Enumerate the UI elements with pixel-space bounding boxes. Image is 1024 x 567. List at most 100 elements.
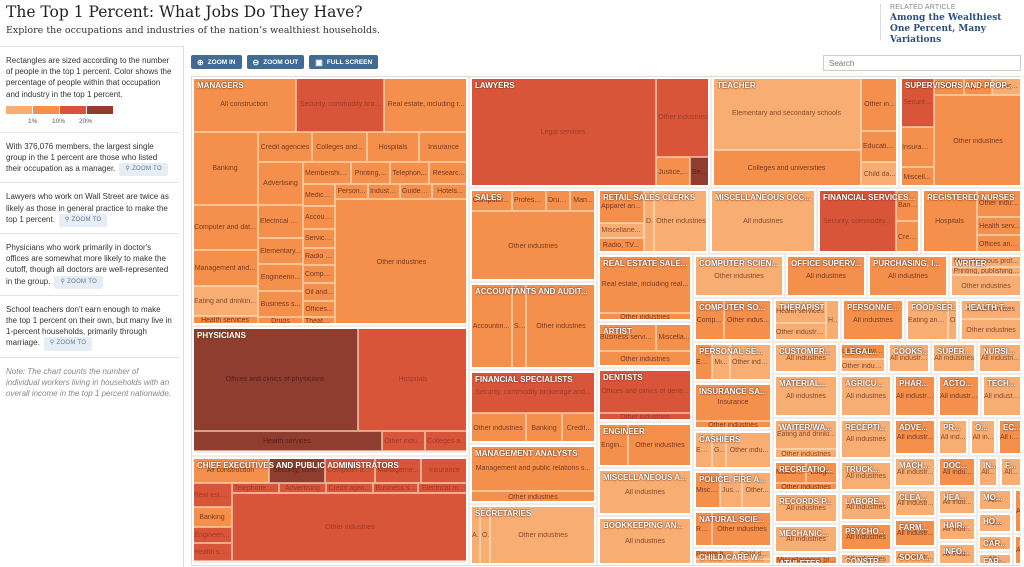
treemap-group[interactable]: All industries MATERIAL... [774, 375, 838, 417]
treemap-cell[interactable]: Service... [303, 229, 335, 248]
treemap-group[interactable]: All industries PURCHASING, I... [868, 255, 948, 297]
treemap-cell[interactable]: Credit... [562, 413, 594, 441]
treemap-cell[interactable]: Professi... [512, 191, 546, 211]
treemap-cell[interactable]: Offices and clinics of denti... [600, 371, 690, 413]
treemap-cell[interactable]: Other industries [952, 275, 1020, 295]
treemap-group[interactable]: Elementary and secondary schools Colleges… [712, 77, 898, 187]
treemap-group[interactable]: Securit... Motor... Appar... Groc... Insuran… [900, 77, 1022, 187]
treemap-cell[interactable]: Re... [696, 513, 712, 545]
treemap-cell[interactable]: Just... [720, 473, 742, 507]
treemap-cell[interactable]: Comp... [696, 301, 724, 339]
treemap-cell[interactable]: All industries [788, 257, 864, 295]
treemap-cell[interactable]: All industries [890, 345, 928, 371]
treemap-cell[interactable]: All construction [194, 459, 269, 483]
treemap-cell[interactable]: Other industries [656, 79, 708, 157]
treemap-cell[interactable]: Health services [776, 301, 826, 323]
treemap-cell[interactable]: Elementary and secondary schools [714, 79, 861, 150]
treemap-cell[interactable]: H... [826, 301, 838, 339]
treemap-group[interactable]: All construction Security, commodity bro.… [192, 77, 468, 325]
treemap-cell[interactable]: Other industries [600, 413, 690, 419]
treemap-group[interactable]: All industries RECEPTI... [840, 419, 892, 459]
treemap-cell[interactable]: All industries [600, 519, 690, 563]
treemap-cell[interactable]: Cred... [896, 221, 918, 251]
treemap-cell[interactable]: All indu... [940, 545, 974, 563]
treemap-group[interactable]: Legal servic... Other indus... LEGAL... [840, 343, 886, 373]
treemap-group[interactable]: All industr... MACH... [894, 457, 936, 487]
treemap-cell[interactable]: Eat... [696, 345, 712, 379]
treemap-group[interactable]: Al...F.. [1014, 535, 1022, 565]
treemap-cell[interactable]: Other industries [934, 95, 1020, 185]
treemap-cell[interactable]: Al... [1016, 537, 1020, 563]
treemap-cell[interactable]: All in... [972, 421, 994, 453]
treemap-cell[interactable]: Other industries [696, 421, 770, 427]
treemap-cell[interactable]: Security, commodity bro... [296, 79, 384, 132]
treemap-cell[interactable]: Justice,... [656, 157, 690, 185]
treemap-cell[interactable]: All industries [842, 525, 890, 549]
treemap-cell[interactable]: Hospitals [924, 191, 977, 251]
treemap-cell[interactable]: Comput... [303, 265, 335, 283]
treemap-group[interactable]: Eat... Mi... Other indu... PERSONAL SE... [694, 343, 772, 381]
treemap-cell[interactable]: Legal servic... [842, 345, 884, 359]
treemap-group[interactable]: All... MO... [978, 489, 1012, 511]
treemap-cell[interactable]: Other industries [776, 483, 836, 489]
treemap-cell[interactable]: Other industries [600, 313, 690, 319]
treemap-group[interactable]: Health services H... Other industries THERA… [774, 299, 840, 341]
treemap-cell[interactable]: Insurance [696, 385, 770, 421]
zoom-in-button[interactable]: ⊕ ZOOM IN [191, 55, 242, 69]
treemap-cell[interactable]: Sec... [690, 157, 708, 185]
treemap-cell[interactable]: Other industries [490, 507, 594, 563]
treemap-cell[interactable]: All industri... [980, 345, 1020, 371]
treemap-cell[interactable]: Electrical m... [418, 483, 466, 493]
treemap-cell[interactable]: Miscellane... [600, 223, 644, 238]
treemap-cell[interactable]: O... [480, 507, 490, 563]
treemap-group[interactable]: All in... EC... [998, 419, 1022, 455]
treemap-cell[interactable]: Other indu... [382, 431, 425, 451]
treemap-cell[interactable]: Business s... [258, 291, 303, 317]
treemap-cell[interactable]: All ind... [940, 421, 966, 453]
treemap-cell[interactable]: All in... [1000, 421, 1020, 453]
treemap-cell[interactable]: Educatio... [861, 131, 896, 162]
treemap-cell[interactable]: Legal services [472, 79, 656, 185]
treemap-group[interactable]: All industries COOKS... [888, 343, 930, 373]
treemap-cell[interactable]: Appar... [964, 79, 992, 95]
treemap-cell[interactable]: Banking [194, 507, 232, 527]
treemap-cell[interactable]: All indu... [940, 519, 974, 539]
treemap-cell[interactable]: Other... [742, 473, 770, 507]
treemap-cell[interactable]: G... [712, 433, 726, 467]
treemap-group[interactable]: All industries CUSTOMER... [774, 343, 838, 373]
treemap-cell[interactable]: All industries [934, 345, 974, 371]
treemap-group[interactable]: Eat... G... Other indu... CASHIERS [694, 431, 772, 469]
treemap-cell[interactable]: Other indu... [730, 345, 770, 379]
treemap-cell[interactable]: Industri... [368, 184, 400, 199]
treemap-cell[interactable]: Other industries [654, 191, 706, 251]
treemap-cell[interactable]: All industries [842, 555, 890, 563]
treemap-cell[interactable]: All... [980, 555, 1010, 563]
treemap-cell[interactable]: Health services [194, 316, 258, 323]
treemap-group[interactable]: All construction Security, com... Computer… [192, 457, 468, 565]
treemap-cell[interactable]: Health services [194, 431, 382, 451]
treemap-cell[interactable]: All industries [776, 527, 836, 551]
full-screen-button[interactable]: ▣ FULL SCREEN [309, 55, 379, 69]
treemap-cell[interactable]: Miscellaneous prof... [952, 257, 1020, 267]
treemap-cell[interactable]: All industri... [984, 377, 1020, 415]
zoom-to-button[interactable]: ⚲ ZOOM TO [43, 337, 93, 351]
treemap-group[interactable]: All industri... NURSI... [978, 343, 1022, 373]
treemap-cell[interactable]: Hospitals [367, 132, 419, 162]
search-input[interactable] [823, 55, 1021, 71]
treemap-cell[interactable]: Apparel an... [600, 191, 644, 223]
treemap-cell[interactable]: All... [980, 459, 996, 485]
treemap-cell[interactable]: Computer an... [325, 459, 375, 483]
treemap-cell[interactable]: Offices and clinics of physicians [194, 329, 358, 431]
treemap-cell[interactable]: Security, commodity brokerage and... [472, 373, 594, 413]
treemap-cell[interactable]: Engin... [600, 425, 628, 465]
treemap-cell[interactable]: Securit... [902, 79, 934, 127]
treemap-cell[interactable]: All industr... [896, 551, 934, 563]
treemap-group[interactable]: All in... O... [970, 419, 996, 455]
treemap-cell[interactable]: Eating and drinki... [776, 421, 836, 449]
treemap-group[interactable]: Other industries COMPUTER SCIEN... [694, 255, 784, 297]
treemap-cell[interactable]: Hospitals [358, 329, 466, 431]
zoom-to-button[interactable]: ⚲ ZOOM TO [54, 275, 104, 289]
treemap-cell[interactable]: Colleges and universities [714, 150, 861, 185]
treemap-cell[interactable]: Al... [1016, 491, 1020, 531]
treemap-cell[interactable]: Eating and drinkin... [194, 286, 258, 316]
